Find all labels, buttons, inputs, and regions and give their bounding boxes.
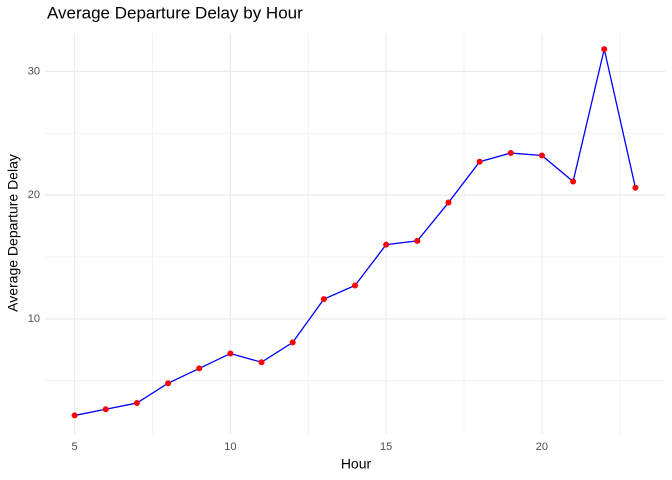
data-point <box>227 350 234 357</box>
y-axis-label: Average Departure Delay <box>5 154 21 312</box>
data-point <box>601 46 608 53</box>
x-tick-label: 15 <box>380 441 392 453</box>
data-point <box>71 412 78 419</box>
data-point <box>507 150 514 157</box>
data-point <box>538 152 545 159</box>
data-point <box>196 365 203 372</box>
data-point <box>632 184 639 191</box>
x-tick-label: 10 <box>224 441 236 453</box>
data-point <box>445 199 452 206</box>
data-point <box>570 178 577 185</box>
data-point <box>414 237 421 244</box>
y-tick-label: 20 <box>28 189 40 201</box>
y-tick-label: 30 <box>28 65 40 77</box>
data-point <box>258 359 265 366</box>
data-line <box>74 48 637 417</box>
data-point <box>383 241 390 248</box>
data-point <box>352 282 358 289</box>
data-point <box>476 158 483 165</box>
data-point <box>165 380 172 387</box>
data-point <box>133 400 140 407</box>
data-point <box>289 339 296 346</box>
x-tick-label: 5 <box>72 441 78 453</box>
data-point <box>320 296 327 303</box>
data-point <box>102 406 109 413</box>
x-axis-label: Hour <box>341 456 372 472</box>
x-tick-label: 20 <box>536 441 548 453</box>
chart-title: Average Departure Delay by Hour <box>47 3 303 22</box>
y-tick-label: 10 <box>28 313 40 325</box>
